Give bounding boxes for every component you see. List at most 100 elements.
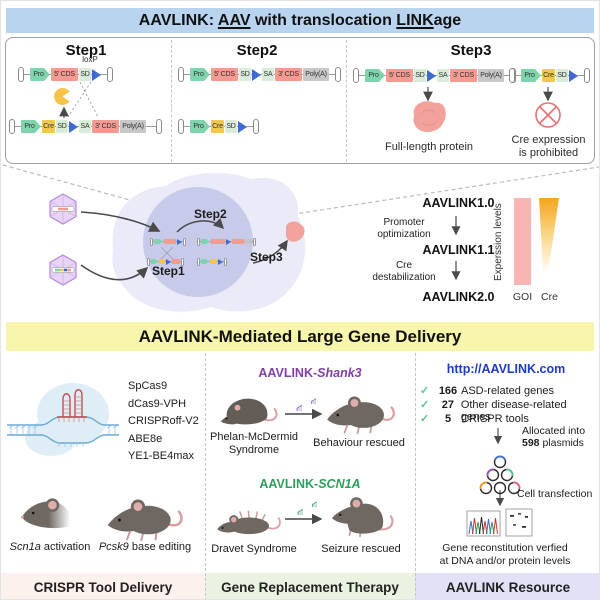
aav-particle-icon: [304, 392, 316, 404]
aav-particle-icon: [305, 495, 317, 507]
construct-step3-cre-residual: Pro Cre SD: [509, 68, 590, 83]
footer-resource: AAVLINK Resource: [415, 573, 599, 599]
plasmid-pyramid: [479, 455, 521, 495]
check-icon: ✓: [420, 413, 430, 425]
segment-sd: SD: [79, 68, 91, 81]
itr-icon: [9, 119, 15, 134]
pcsk9-caption: Pcsk9 base editing: [98, 541, 192, 553]
step2-title: Step2: [236, 42, 278, 59]
check-icon: ✓: [420, 399, 430, 411]
itr-icon: [584, 68, 590, 83]
zoom-dash-right: [236, 166, 599, 224]
loxp-triangle: [569, 69, 578, 82]
itr-icon: [156, 119, 162, 134]
header-banner: AAVLINK: AAV with translocation LINKage: [6, 8, 594, 33]
itr-icon: [253, 119, 259, 134]
check-icon: ✓: [420, 385, 430, 397]
segment-pro: Pro: [190, 120, 210, 133]
arrow-aav2-to-cell: [80, 264, 149, 281]
behaviour-mouse-icon: [319, 387, 399, 434]
itr-icon: [178, 67, 184, 82]
segment-polya: Poly(A): [120, 120, 146, 133]
cell-step3-label: Step3: [250, 250, 283, 264]
footer-crispr: CRISPR Tool Delivery: [1, 573, 205, 599]
arrow-step3-cell: [252, 239, 288, 264]
cell-step2-label: Step2: [194, 207, 227, 221]
segment-5cds: 5′ CDS: [51, 68, 78, 81]
dravet-mouse-icon: [213, 503, 285, 539]
therapy-shank3-title: AAVLINK-Shank3: [258, 366, 362, 380]
itr-icon: [107, 67, 113, 82]
chromatogram-icon: [466, 510, 501, 537]
scn1a-mouse-icon: [17, 493, 75, 533]
segment-pro: Pro: [30, 68, 50, 81]
itr-icon: [353, 68, 359, 83]
prohibited-icon: [535, 102, 561, 128]
full-length-protein-caption: Full-length protein: [384, 141, 474, 153]
segment-sd: SD: [414, 69, 426, 82]
segment-pro: Pro: [365, 69, 385, 82]
section2-banner: AAVLINK-Mediated Large Gene Delivery: [6, 322, 594, 351]
itr-icon: [335, 67, 341, 82]
aav-capsid-cre: [49, 254, 77, 286]
gel-blot-icon: [505, 508, 533, 537]
check-row: ✓ 166 ASD-related genes: [420, 385, 554, 397]
tool-item: CRISPRoff-V2: [128, 415, 199, 427]
resource-url: http://AAVLINK.com: [446, 362, 566, 376]
crispr-dna-illustration: [7, 383, 119, 456]
note-cre-destabilization: Cre destabilization: [372, 260, 436, 283]
segment-cre: Cre: [211, 120, 224, 133]
section2-title: AAVLINK-Mediated Large Gene Delivery: [138, 326, 462, 346]
steps-divider-1: [171, 40, 172, 162]
version-1-1: AAVLINK1.1: [422, 243, 495, 257]
goi-expression-bar: [514, 198, 531, 285]
mini-construct-goi: [150, 237, 186, 246]
behaviour-caption: Behaviour rescued: [313, 437, 405, 449]
segment-sa: SA: [79, 120, 91, 133]
therapy-scn1a-title: AAVLINK-SCN1A: [259, 477, 361, 491]
transfection-caption: Cell transfection: [517, 488, 593, 500]
tool-item: YE1-BE4max: [128, 450, 195, 462]
bottom-divider-2: [415, 353, 416, 599]
protein-blob-large: [413, 101, 446, 132]
mini-construct-cre: [147, 257, 184, 266]
pcsk9-mouse-icon: [97, 489, 189, 541]
tool-item: dCas9-VPH: [128, 397, 187, 410]
version-2-0: AAVLINK2.0: [422, 290, 495, 304]
mini-construct-fused: [197, 237, 256, 246]
segment-3cds: 3′ CDS: [92, 120, 119, 133]
seizure-mouse-icon: [327, 481, 397, 543]
pmd-caption: Phelan-McDermid Syndrome: [209, 431, 299, 456]
loxp-triangle: [92, 68, 101, 81]
segment-pro: Pro: [21, 120, 41, 133]
check-row: ✓ 27 Other disease-related genes: [420, 399, 567, 423]
bottom-divider-1: [205, 353, 206, 599]
arrow-step2-cell: [176, 217, 225, 233]
segment-3cds: 3′ CDS: [450, 69, 477, 82]
aav-particle-icon: [289, 398, 302, 411]
segment-sd: SD: [556, 69, 568, 82]
segment-cre: Cre: [42, 120, 55, 133]
segment-sa: SA: [262, 68, 274, 81]
loxp-triangle: [252, 68, 261, 81]
aav-capsid-goi: [49, 193, 77, 225]
footer-gene-therapy: Gene Replacement Therapy: [205, 573, 415, 599]
segment-pro: Pro: [521, 69, 541, 82]
segment-polya: Poly(A): [478, 69, 504, 82]
loxp-triangle: [238, 120, 247, 133]
itr-icon: [178, 119, 184, 134]
steps-divider-2: [346, 40, 347, 162]
segment-3cds: 3′ CDS: [275, 68, 302, 81]
segment-sd: SD: [225, 120, 237, 133]
resource-checklist: ✓ 166 ASD-related genes ✓ 27 Other disea…: [420, 384, 599, 426]
protein-blob-texture: [420, 109, 438, 126]
cell-step1-label: Step1: [152, 264, 185, 278]
construct-step1-cre: Pro Cre SD SA 3′ CDS Poly(A): [9, 119, 162, 134]
scn1a-caption: Scn1a activation: [9, 541, 91, 553]
tool-item: SpCas9: [128, 380, 168, 392]
construct-step3-fused: Pro 5′ CDS SD SA 3′ CDS Poly(A): [353, 68, 516, 83]
segment-sd: SD: [56, 120, 68, 133]
verified-caption: Gene reconstitution verfied at DNA and/or…: [439, 542, 571, 567]
cre-protein-icon: [54, 88, 71, 105]
